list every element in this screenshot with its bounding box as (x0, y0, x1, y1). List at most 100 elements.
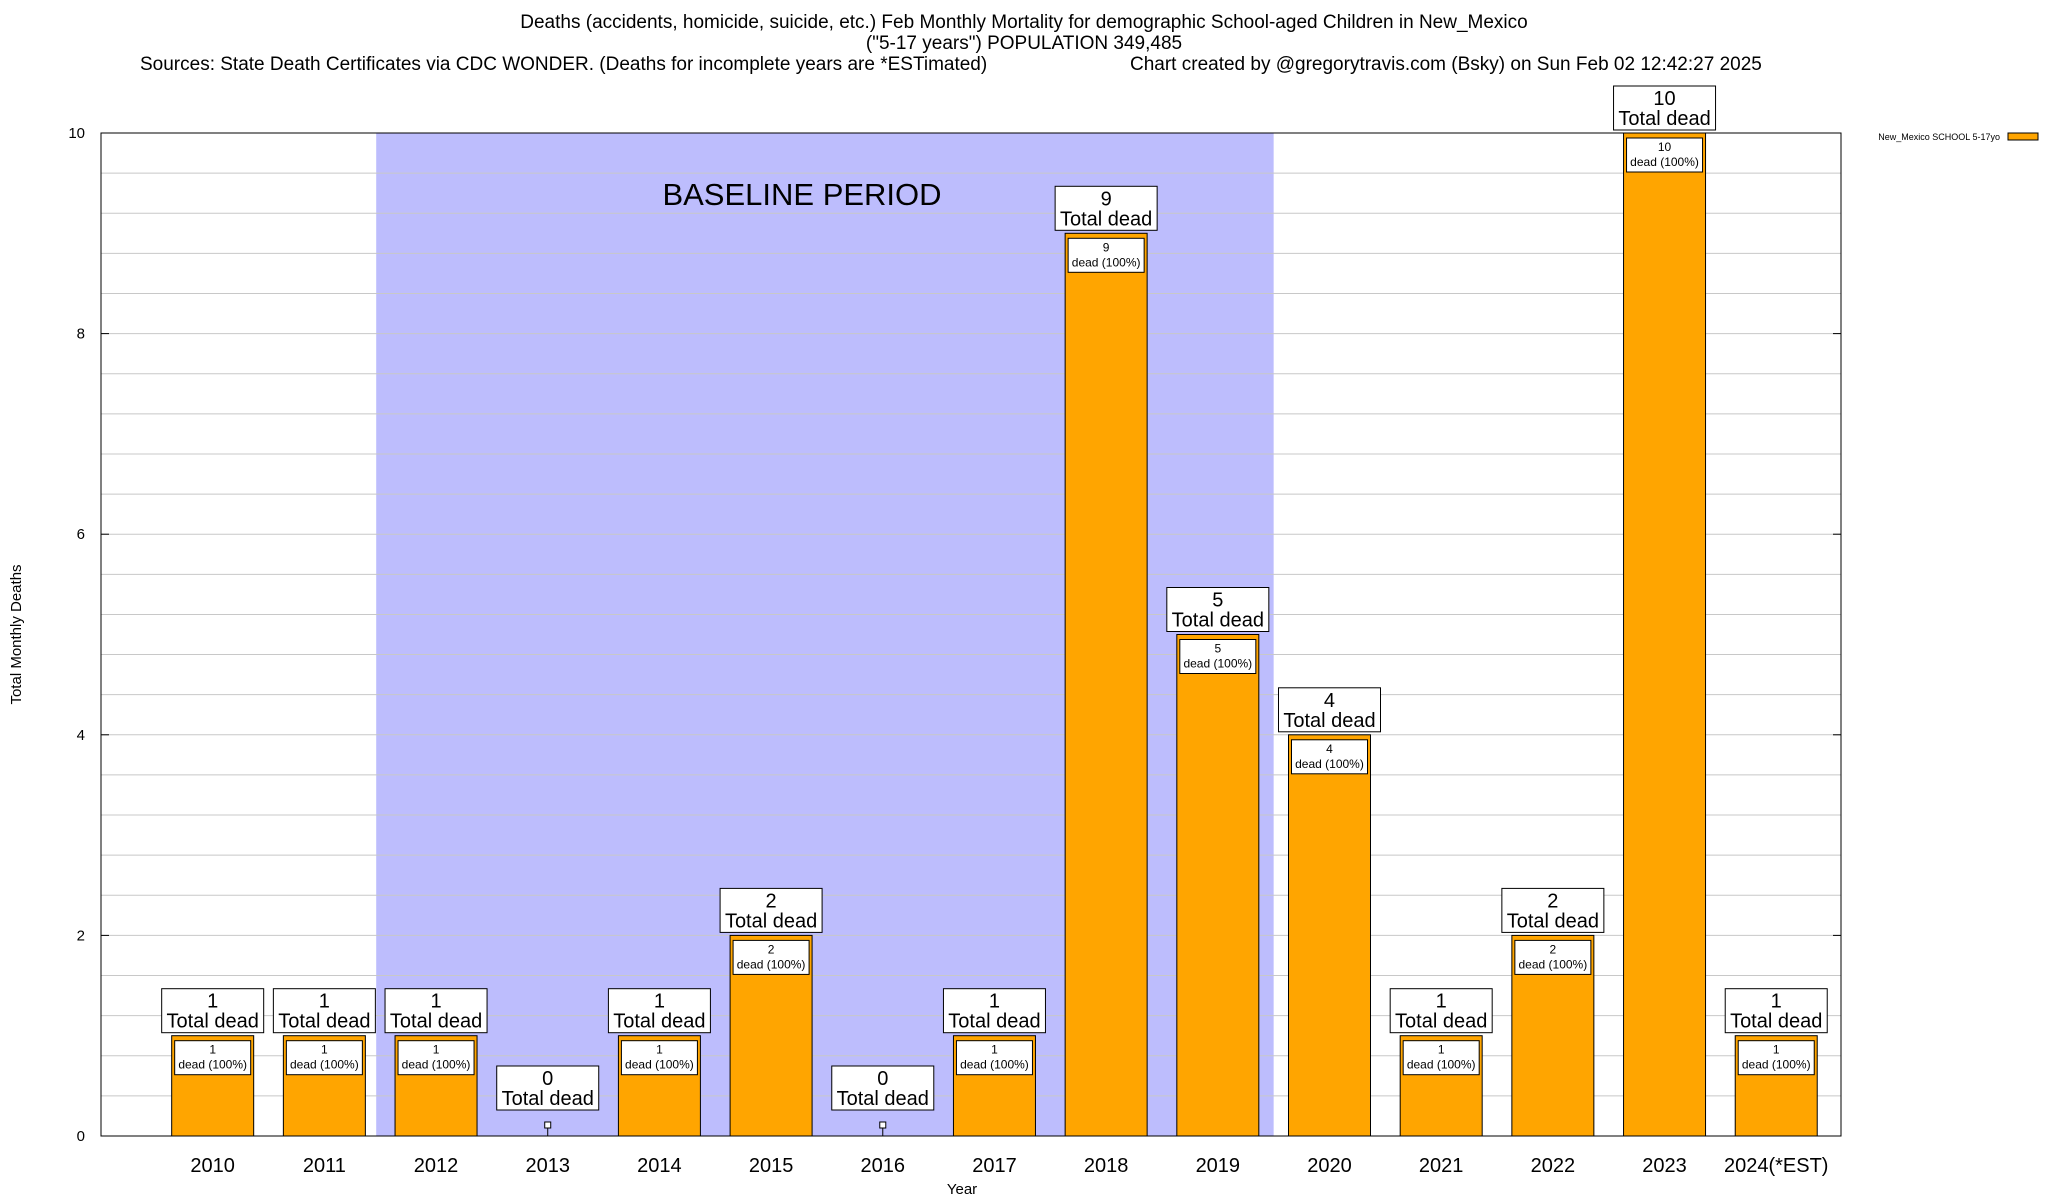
bar (1064, 232, 1148, 1137)
segment-label-box (1067, 237, 1145, 273)
baseline-period-label: BASELINE PERIOD (662, 177, 941, 212)
segment-label-box (1514, 939, 1592, 975)
x-tick-label: 2022 (1531, 1155, 1576, 1177)
segment-label-box (1179, 639, 1257, 674)
y-tick-label: 10 (68, 125, 85, 142)
total-text-label: Total dead (390, 1011, 482, 1033)
bar (1176, 634, 1260, 1137)
segment-percent-label: dead (100%) (290, 1058, 359, 1072)
total-text-label: Total dead (1618, 108, 1710, 130)
legend-swatch (2007, 132, 2039, 141)
y-tick-label: 8 (77, 326, 85, 343)
total-text-label: Total dead (1395, 1011, 1487, 1033)
segment-label-box (1626, 137, 1704, 173)
total-text-label: Total dead (725, 910, 817, 932)
total-text-label: Total dead (837, 1088, 929, 1110)
total-value-label: 1 (430, 991, 441, 1013)
x-tick-label: 2024(*EST) (1724, 1155, 1829, 1177)
segment-percent-label: dead (100%) (178, 1058, 247, 1072)
segment-value-label: 4 (1326, 742, 1333, 756)
segment-value-label: 1 (1438, 1043, 1445, 1057)
segment-percent-label: dead (100%) (960, 1058, 1029, 1072)
total-value-label: 9 (1101, 188, 1112, 210)
zero-marker (544, 1121, 552, 1129)
total-text-label: Total dead (1172, 610, 1264, 632)
segment-percent-label: dead (100%) (625, 1058, 694, 1072)
x-tick-label: 2013 (525, 1155, 570, 1177)
segment-percent-label: dead (100%) (1183, 657, 1252, 671)
x-tick-label: 2015 (749, 1155, 794, 1177)
total-value-label: 1 (654, 991, 665, 1013)
segment-percent-label: dead (100%) (1742, 1058, 1811, 1072)
segment-label-box (174, 1040, 252, 1076)
y-tick-label: 4 (77, 727, 85, 744)
total-label-box (1501, 887, 1605, 933)
total-text-label: Total dead (502, 1088, 594, 1110)
y-tick-label: 6 (77, 526, 85, 543)
zero-marker (879, 1121, 887, 1129)
segment-label-box (955, 1040, 1033, 1076)
chart-title: Deaths (accidents, homicide, suicide, et… (520, 12, 1528, 33)
total-value-label: 1 (207, 991, 218, 1013)
total-value-label: 1 (319, 991, 330, 1013)
legend-label: New_Mexico SCHOOL 5-17yo (1878, 132, 2000, 142)
total-text-label: Total dead (613, 1011, 705, 1033)
total-text-label: Total dead (1507, 910, 1599, 932)
total-value-label: 2 (1547, 890, 1558, 912)
segment-percent-label: dead (100%) (1295, 757, 1364, 771)
segment-percent-label: dead (100%) (1407, 1058, 1476, 1072)
total-label-box (1724, 988, 1828, 1034)
total-label-box (272, 988, 376, 1034)
total-value-label: 0 (877, 1068, 888, 1090)
total-label-box (161, 988, 265, 1034)
total-label-box (384, 988, 488, 1034)
total-label-box (1054, 185, 1158, 231)
bar (1623, 132, 1707, 1137)
total-label-box (496, 1065, 600, 1111)
x-tick-label: 2012 (414, 1155, 459, 1177)
segment-value-label: 1 (321, 1043, 328, 1057)
chart-subtitle: ("5-17 years") POPULATION 349,485 (865, 33, 1183, 54)
total-value-label: 10 (1653, 88, 1675, 110)
total-text-label: Total dead (167, 1011, 259, 1033)
y-tick-label: 2 (77, 927, 85, 944)
segment-label-box (285, 1040, 363, 1076)
total-label-box (1277, 687, 1381, 733)
x-tick-label: 2018 (1084, 1155, 1129, 1177)
total-text-label: Total dead (1060, 208, 1152, 230)
total-label-box (1166, 587, 1270, 632)
segment-percent-label: dead (100%) (1072, 255, 1141, 269)
segment-percent-label: dead (100%) (1630, 155, 1699, 169)
total-value-label: 0 (542, 1068, 553, 1090)
segment-label-box (620, 1040, 698, 1076)
x-tick-label: 2016 (861, 1155, 906, 1177)
total-label-box (1613, 85, 1717, 131)
segment-label-box (1737, 1040, 1815, 1076)
total-value-label: 1 (1436, 991, 1447, 1013)
total-label-box (1389, 988, 1493, 1034)
segment-label-box (732, 939, 810, 975)
x-tick-label: 2019 (1196, 1155, 1241, 1177)
segment-percent-label: dead (100%) (402, 1058, 471, 1072)
segment-value-label: 5 (1214, 642, 1221, 656)
chart-sources: Sources: State Death Certificates via CD… (140, 54, 988, 75)
bar (1287, 734, 1371, 1137)
segment-label-box (1290, 739, 1368, 775)
y-tick-label: 0 (77, 1128, 85, 1145)
segment-label-box (1402, 1040, 1480, 1076)
x-tick-label: 2017 (972, 1155, 1017, 1177)
chart-credit: Chart created by @gregorytravis.com (Bsk… (1130, 54, 1762, 75)
segment-value-label: 2 (1550, 942, 1557, 956)
total-label-box (607, 988, 711, 1034)
segment-value-label: 1 (433, 1043, 440, 1057)
total-value-label: 2 (766, 890, 777, 912)
segment-percent-label: dead (100%) (737, 957, 806, 971)
total-text-label: Total dead (1283, 710, 1375, 732)
total-value-label: 1 (1771, 991, 1782, 1013)
total-value-label: 1 (989, 991, 1000, 1013)
total-label-box (942, 988, 1046, 1034)
segment-value-label: 1 (209, 1043, 216, 1057)
total-label-box (831, 1065, 935, 1111)
segment-value-label: 1 (1773, 1043, 1780, 1057)
